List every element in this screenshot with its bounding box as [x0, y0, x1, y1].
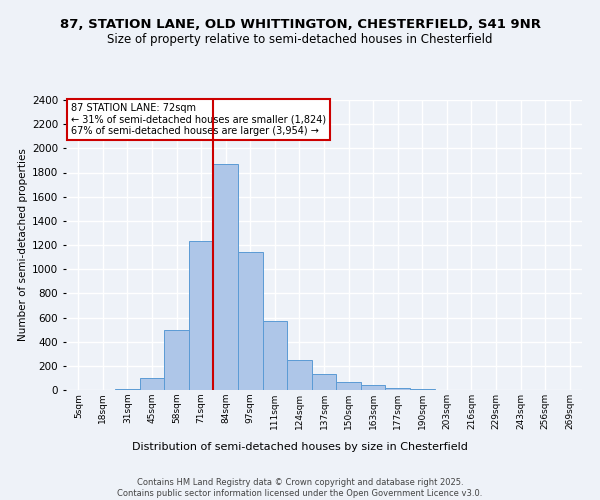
Bar — [385, 388, 410, 390]
Bar — [312, 374, 336, 390]
Text: Size of property relative to semi-detached houses in Chesterfield: Size of property relative to semi-detach… — [107, 32, 493, 46]
Bar — [189, 242, 214, 390]
Text: 87 STATION LANE: 72sqm
← 31% of semi-detached houses are smaller (1,824)
67% of : 87 STATION LANE: 72sqm ← 31% of semi-det… — [71, 103, 326, 136]
Bar — [214, 164, 238, 390]
Text: Contains HM Land Registry data © Crown copyright and database right 2025.
Contai: Contains HM Land Registry data © Crown c… — [118, 478, 482, 498]
Bar — [238, 252, 263, 390]
Bar — [263, 321, 287, 390]
Bar — [361, 385, 385, 390]
Bar — [287, 360, 312, 390]
Bar — [140, 378, 164, 390]
Text: 87, STATION LANE, OLD WHITTINGTON, CHESTERFIELD, S41 9NR: 87, STATION LANE, OLD WHITTINGTON, CHEST… — [59, 18, 541, 30]
Text: Distribution of semi-detached houses by size in Chesterfield: Distribution of semi-detached houses by … — [132, 442, 468, 452]
Bar — [410, 389, 434, 390]
Bar — [336, 382, 361, 390]
Y-axis label: Number of semi-detached properties: Number of semi-detached properties — [18, 148, 28, 342]
Bar — [164, 330, 189, 390]
